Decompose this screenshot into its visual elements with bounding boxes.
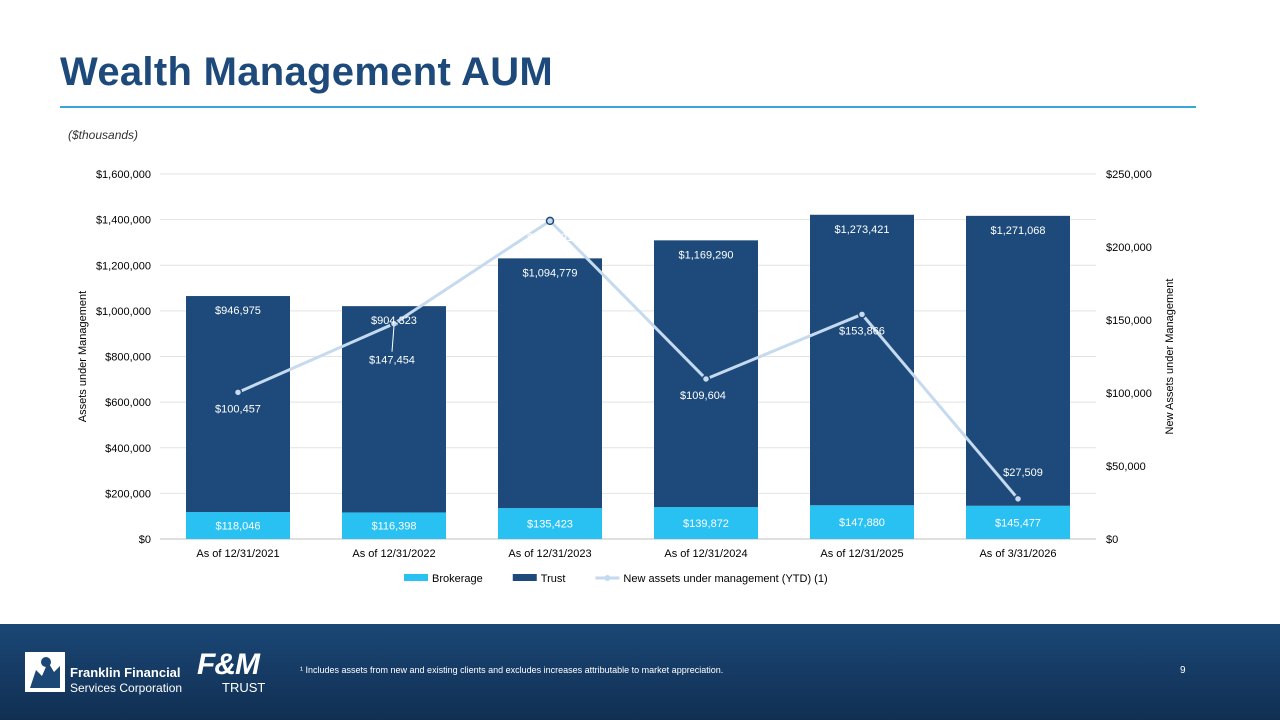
y-right-tick-label: $250,000: [1106, 169, 1152, 181]
bar-trust: [342, 306, 446, 513]
line-data-label: $100,457: [215, 403, 261, 415]
bar-brokerage: [966, 505, 1070, 539]
bar-trust: [186, 296, 290, 513]
bar-data-label: $946,975: [215, 305, 261, 317]
footer-bar: [0, 624, 1280, 720]
line-data-label: $109,604: [680, 390, 726, 402]
line-data-label: $153,866: [839, 325, 885, 337]
bar-data-label: $145,477: [995, 517, 1041, 529]
y-right-tick-label: $150,000: [1106, 315, 1152, 327]
bar-brokerage: [498, 508, 602, 539]
bar-brokerage: [810, 505, 914, 539]
line-point: [701, 374, 711, 384]
line-new-assets: [237, 218, 1020, 500]
y-tick-label: $1,400,000: [96, 215, 151, 227]
bar-data-label: $116,398: [371, 521, 416, 533]
legend-label: Brokerage: [432, 573, 483, 585]
page-title: Wealth Management AUM: [60, 50, 554, 94]
y-tick-label: $200,000: [105, 488, 151, 500]
line-series: [233, 216, 1023, 504]
line-point: [233, 388, 243, 397]
bar-data-label: $1,094,779: [522, 267, 577, 279]
gridlines: [160, 173, 1096, 540]
legend-swatch-marker: [604, 575, 611, 581]
bar-data-label: $1,169,290: [678, 249, 733, 261]
bar-brokerage: [654, 507, 758, 539]
x-tick-label: As of 12/31/2023: [508, 548, 591, 560]
bar-data-label: $135,423: [527, 519, 573, 531]
page-number: 9: [1180, 665, 1186, 676]
y-right-tick-label: $200,000: [1106, 242, 1152, 254]
y-tick-label: $0: [139, 534, 151, 546]
bar-trust: [966, 215, 1070, 506]
axes: $0 $200,000 $400,000 $600,000 $800,000 $1,000…: [77, 169, 1176, 560]
bar-data-label: $904,323: [371, 315, 417, 327]
y-tick-label: $800,000: [105, 352, 151, 364]
bar-data-label: $1,273,421: [834, 224, 889, 236]
line-data-label: $27,509: [1003, 467, 1043, 479]
y-right-tick-label: $0: [1106, 534, 1118, 546]
y-tick-label: $400,000: [105, 443, 151, 455]
bar-data-label: $139,872: [683, 518, 729, 530]
bar-trust: [654, 240, 758, 508]
bars: [186, 214, 1070, 539]
ffsc-logo-line1: Franklin Financial: [70, 665, 181, 680]
legend: Brokerage Trust New assets under managemen…: [404, 573, 828, 585]
bar-data-label: $147,880: [839, 517, 885, 529]
units-note: ($thousands): [68, 128, 139, 142]
leader-line: [391, 325, 395, 352]
bar-trust: [810, 214, 914, 506]
line-point: [857, 310, 867, 319]
legend-label: Trust: [541, 573, 566, 585]
line-data-label: $217,891: [527, 232, 573, 244]
bar-brokerage: [342, 512, 446, 539]
y-tick-label: $1,600,000: [96, 169, 151, 181]
franklin-financial-logo: [25, 652, 65, 692]
fm-logo-line2: TRUST: [222, 680, 266, 695]
legend-label: New assets under management (YTD) (1): [623, 573, 827, 585]
x-tick-label: As of 3/31/2026: [979, 548, 1056, 560]
aum-chart: $118,046 $946,975 $116,398 $904,323 $135,423…: [77, 169, 1176, 585]
x-tick-label: As of 12/31/2024: [664, 548, 747, 560]
bar-trust: [498, 258, 602, 509]
y-right-tick-label: $100,000: [1106, 388, 1152, 400]
x-tick-label: As of 12/31/2021: [196, 548, 279, 560]
y-axis-title: Assets under Management: [77, 291, 89, 422]
y-right-axis-title: New Assets under Management: [1164, 279, 1176, 435]
y-right-tick-label: $50,000: [1106, 461, 1146, 473]
y-tick-label: $1,200,000: [96, 260, 151, 272]
line-data-label: $147,454: [369, 355, 415, 367]
bar-data-label: $118,046: [215, 521, 260, 533]
data-labels: $118,046 $946,975 $116,398 $904,323 $135,423…: [215, 224, 1045, 533]
title-divider: [60, 106, 1196, 108]
y-tick-label: $600,000: [105, 397, 151, 409]
bar-brokerage: [186, 512, 290, 539]
ffsc-logo-line2: Services Corporation: [70, 681, 183, 695]
bar-data-label: $1,271,068: [990, 225, 1045, 237]
fm-logo-line1: F&M: [197, 648, 260, 681]
legend-swatch: [512, 574, 537, 581]
x-tick-label: As of 12/31/2022: [352, 548, 435, 560]
x-tick-label: As of 12/31/2025: [820, 548, 903, 560]
footnote: ¹ Includes assets from new and existing …: [300, 665, 724, 675]
line-point: [1013, 494, 1023, 504]
leader-line: [1017, 480, 1023, 496]
y-tick-label: $1,000,000: [96, 306, 151, 318]
line-point: [545, 216, 555, 226]
legend-swatch: [404, 574, 428, 581]
